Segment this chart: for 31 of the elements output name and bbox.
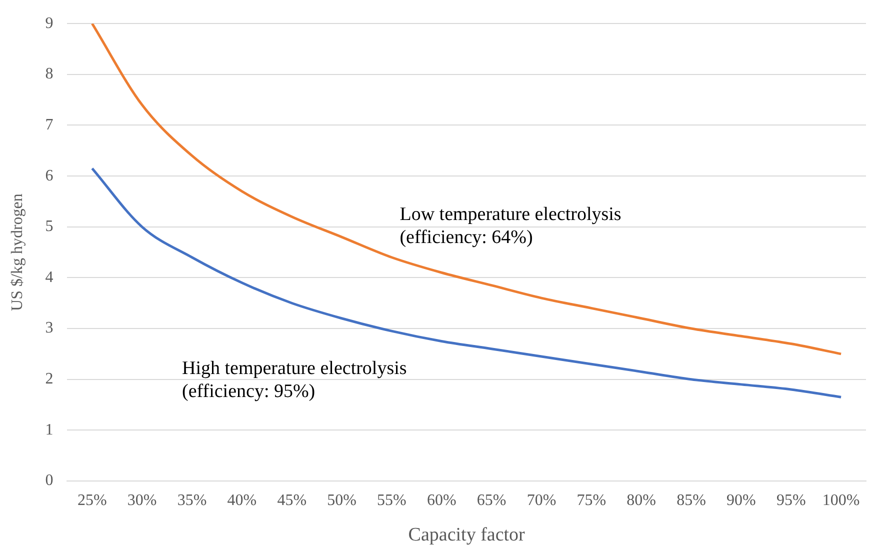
x-tick-label: 30% — [127, 492, 157, 509]
x-axis-title: Capacity factor — [408, 524, 526, 546]
x-tick-label: 65% — [476, 492, 506, 509]
x-tick-label: 35% — [177, 492, 207, 509]
x-tick-label: 75% — [576, 492, 606, 509]
x-tick-label: 40% — [227, 492, 257, 509]
y-tick-label: 8 — [45, 66, 54, 83]
y-tick-label: 3 — [45, 320, 54, 337]
x-tick-label: 55% — [377, 492, 406, 509]
series-label: High temperature electrolysis (efficiency: 95%) — [182, 358, 407, 402]
x-tick-label: 85% — [676, 492, 706, 509]
y-tick-label: 7 — [45, 116, 54, 134]
y-tick-label: 4 — [45, 268, 54, 286]
y-tick-label: 9 — [45, 14, 54, 32]
x-tick-label: 50% — [327, 492, 356, 509]
y-tick-label: 6 — [45, 167, 54, 184]
x-tick-label: 25% — [78, 492, 107, 509]
y-tick-label: 2 — [45, 370, 54, 388]
x-tick-label: 70% — [526, 492, 556, 509]
y-tick-label: 0 — [45, 472, 54, 490]
y-tick-label: 5 — [45, 218, 54, 236]
x-tick-label: 60% — [426, 492, 456, 509]
y-axis-title: US $/kg hydrogen — [8, 194, 26, 311]
x-tick-label: 100% — [822, 492, 860, 509]
x-tick-label: 90% — [726, 492, 756, 509]
line-series — [90, 24, 842, 356]
x-tick-label: 45% — [277, 492, 307, 509]
x-tick-label: 95% — [776, 492, 806, 509]
series-label: Low temperature electrolysis (efficiency: 64%) — [400, 204, 622, 248]
x-tick-label: 80% — [626, 492, 656, 509]
y-tick-label: 1 — [45, 421, 54, 438]
